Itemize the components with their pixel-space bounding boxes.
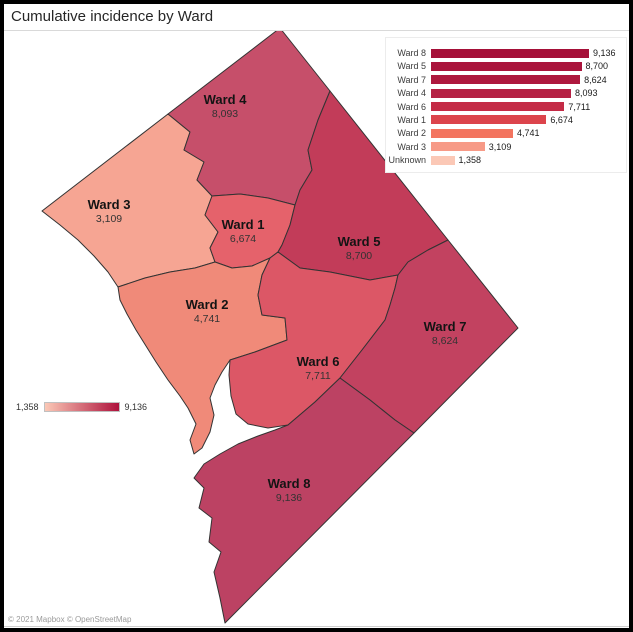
bar-value-label: 8,093 (575, 88, 598, 99)
color-scale-max-label: 9,136 (124, 402, 148, 412)
color-scale-min-label: 1,358 (16, 402, 39, 412)
bar-value-label: 3,109 (488, 141, 512, 152)
ward-label-ward-7: Ward 7 (424, 319, 467, 334)
color-scale-gradient-bar[interactable] (43, 402, 120, 412)
bar-row: Ward 8 9,136 (388, 47, 624, 59)
ward-label-ward-3: Ward 3 (88, 197, 131, 212)
ward-value-ward-3: 3,109 (96, 213, 122, 225)
bar-mark[interactable] (431, 155, 455, 165)
ward-label-ward-6: Ward 6 (297, 354, 340, 369)
bar-value-label: 6,674 (550, 114, 573, 125)
bar-category-label: Ward 5 (397, 61, 426, 72)
bar-mark[interactable] (431, 88, 571, 98)
bar-value-label: 9,136 (593, 48, 616, 58)
bar-category-label: Ward 8 (397, 48, 426, 58)
ward-label-ward-2: Ward 2 (186, 297, 229, 312)
ward-region-ward-8[interactable] (193, 377, 415, 624)
bar-category-label: Unknown (388, 155, 426, 165)
bar-value-label: 4,741 (517, 128, 540, 139)
bar-mark[interactable] (431, 128, 513, 138)
bar-value-label: 8,700 (585, 61, 609, 72)
bar-mark[interactable] (431, 61, 582, 71)
color-scale-legend: 1,358 9,136 (16, 402, 147, 412)
ward-label-ward-8: Ward 8 (268, 476, 311, 491)
bar-mark[interactable] (431, 102, 565, 111)
ward-value-ward-5: 8,700 (346, 250, 372, 262)
ward-value-ward-1: 6,674 (230, 233, 256, 245)
bar-row: Ward 2 4,741 (388, 127, 624, 139)
bar-value-label: 7,711 (568, 101, 591, 112)
ward-value-ward-4: 8,093 (212, 108, 238, 120)
map-attribution: © 2021 Mapbox © OpenStreetMap (8, 615, 132, 624)
bar-value-label: 8,624 (584, 74, 607, 85)
page-title: Cumulative incidence by Ward (11, 8, 214, 25)
bar-category-label: Ward 6 (397, 101, 426, 112)
bar-row: Ward 3 3,109 (388, 141, 624, 153)
ward-region-ward-2[interactable] (117, 257, 288, 455)
bar-row: Ward 7 8,624 (388, 74, 624, 86)
bar-row: Ward 5 8,700 (388, 60, 624, 72)
bar-row: Ward 1 6,674 (388, 114, 624, 126)
ward-value-ward-8: 9,136 (276, 492, 302, 504)
bar-category-label: Ward 7 (397, 74, 426, 85)
bar-mark[interactable] (431, 75, 581, 85)
bar-category-label: Ward 2 (397, 128, 426, 139)
ward-value-ward-7: 8,624 (432, 335, 458, 347)
bar-chart-panel: Ward 8 9,136 Ward 5 8,700 Ward 7 8,624 Ward 4 8… (385, 37, 627, 173)
bar-category-label: Ward 1 (397, 114, 426, 125)
ward-label-ward-1: Ward 1 (222, 217, 265, 232)
ward-value-ward-2: 4,741 (194, 313, 220, 325)
bar-category-label: Ward 3 (397, 141, 426, 152)
ward-label-ward-5: Ward 5 (338, 234, 381, 249)
bar-row: Ward 6 7,711 (388, 101, 624, 113)
bar-mark[interactable] (431, 115, 547, 125)
bar-mark[interactable] (431, 48, 589, 58)
ward-value-ward-6: 7,711 (305, 370, 331, 382)
bar-value-label: 1,358 (458, 155, 482, 165)
ward-label-ward-4: Ward 4 (204, 92, 248, 107)
bottom-divider (4, 626, 629, 627)
bar-row: Unknown 1,358 (388, 154, 624, 166)
bar-mark[interactable] (431, 142, 485, 152)
bar-category-label: Ward 4 (397, 88, 426, 99)
title-bar: Cumulative incidence by Ward (4, 4, 629, 31)
bar-row: Ward 4 8,093 (388, 87, 624, 99)
